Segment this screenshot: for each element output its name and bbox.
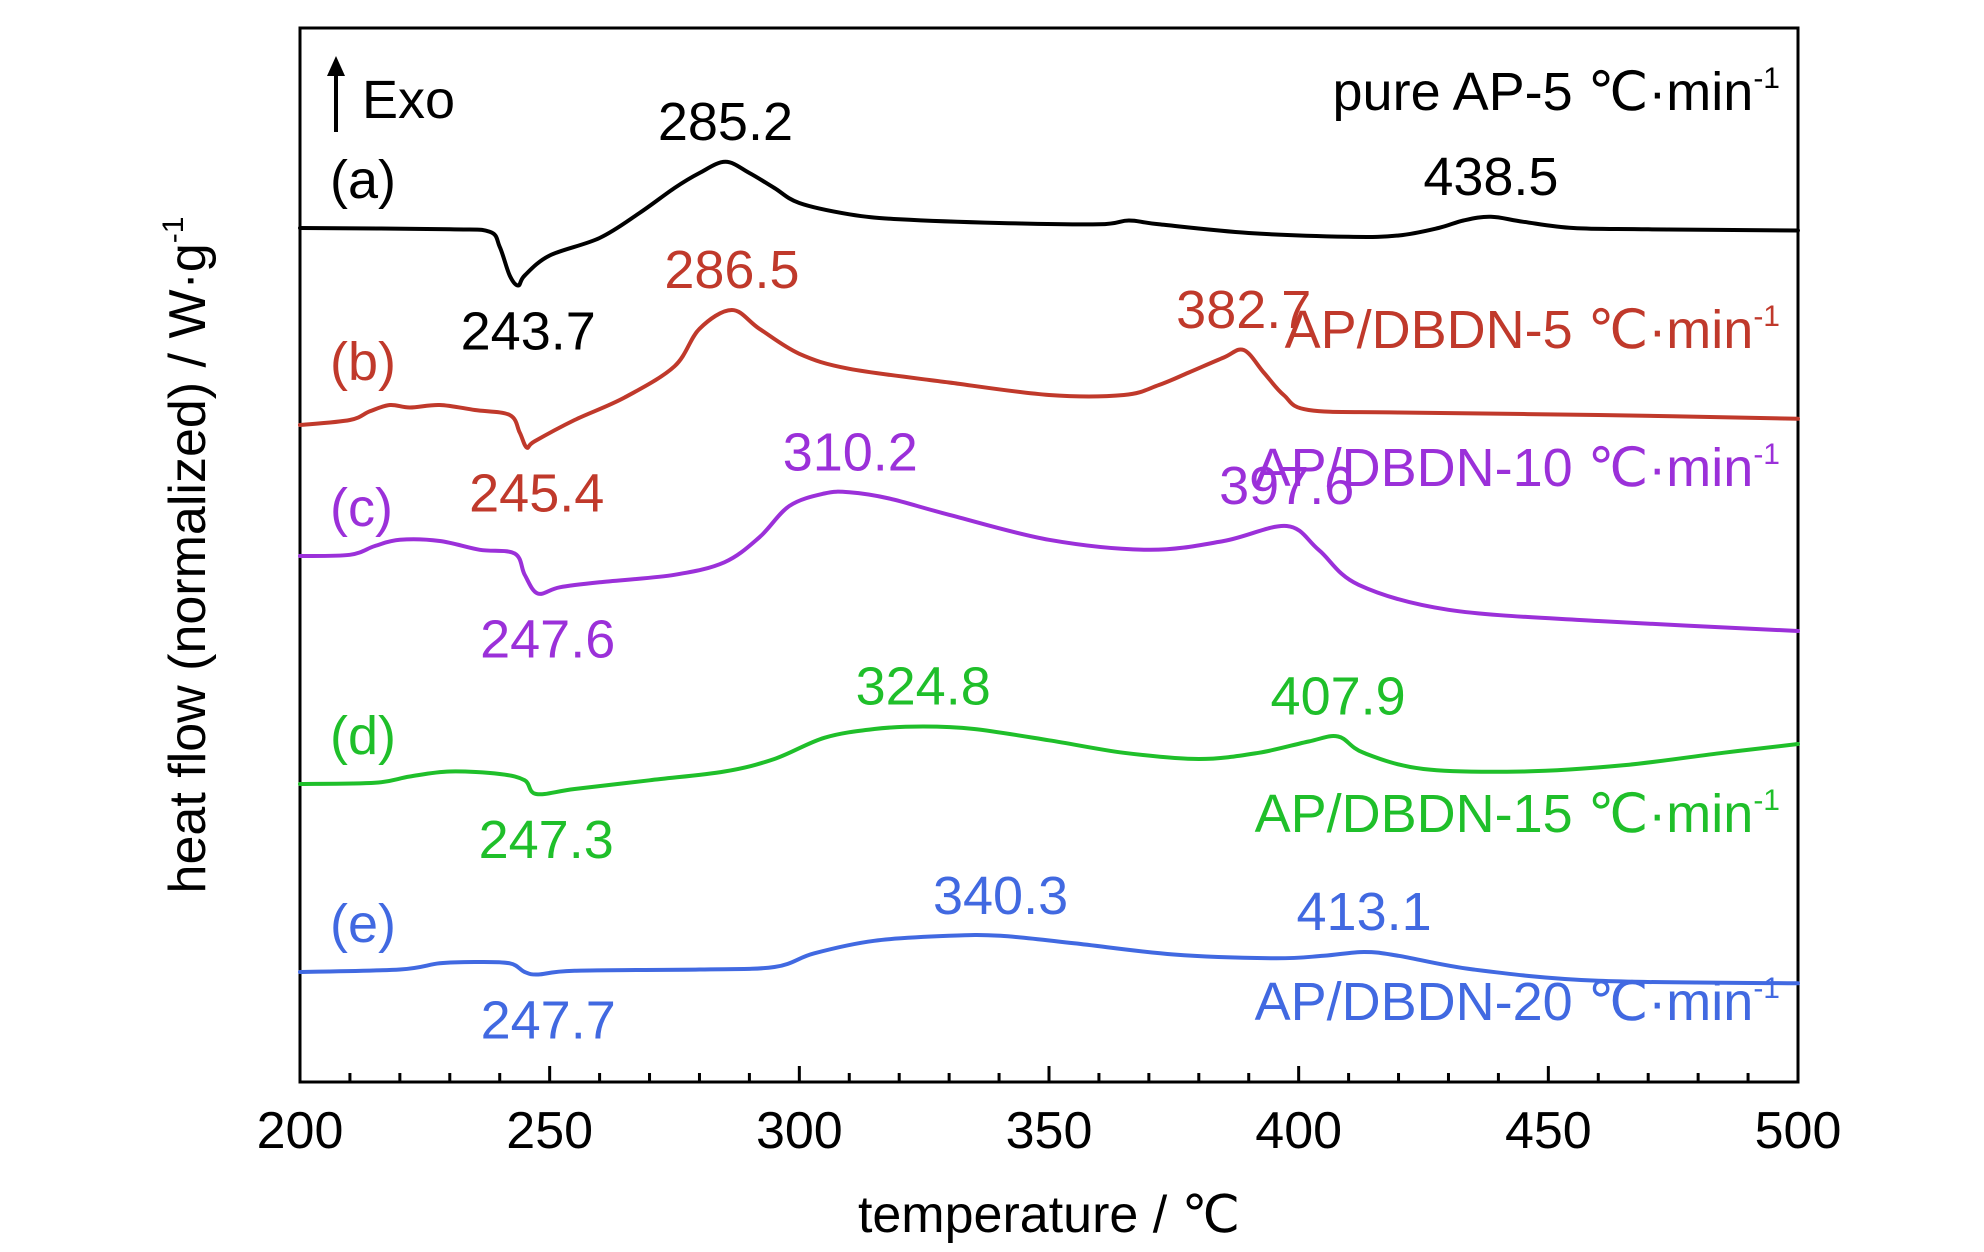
x-tick-label: 350 [1006,1102,1093,1160]
x-tick-label: 200 [257,1102,344,1160]
series-name-label: AP/DBDN-10 ℃·min-1 [1255,438,1780,498]
peak-label: 382.7 [1176,280,1311,340]
series-layer [298,159,1800,986]
peak-label: 286.5 [664,240,799,300]
x-axis-ticks [298,1066,1800,1082]
y-axis-title-sup: -1 [157,217,190,244]
annotation-layer: (a)pure AP-5 ℃·min-1243.7285.2438.5(b)AP… [330,62,1780,1051]
exo-indicator: Exo [327,56,455,132]
series-name-sup: -1 [1753,62,1780,95]
x-tick-label: 300 [756,1102,843,1160]
series-letter-label: (d) [330,706,396,766]
peak-label: 324.8 [856,657,991,717]
peak-label: 438.5 [1423,147,1558,207]
series-letter-label: (c) [330,478,393,538]
exo-arrow-icon [327,56,345,76]
y-axis-title-main: heat flow (normalized) / W·g [159,243,217,893]
x-tick-label: 250 [506,1102,593,1160]
peak-label: 243.7 [461,302,596,362]
peak-label: 245.4 [469,464,604,524]
peak-label: 247.3 [479,810,614,870]
series-name-sup: -1 [1753,784,1780,817]
peak-label: 413.1 [1297,882,1432,942]
series-name-label: AP/DBDN-20 ℃·min-1 [1255,972,1780,1032]
series-line-4 [298,724,1800,797]
exo-label: Exo [362,70,455,130]
x-tick-label: 400 [1255,1102,1342,1160]
series-name-label: pure AP-5 ℃·min-1 [1333,62,1780,122]
peak-label: 247.7 [481,991,616,1051]
peak-label: 285.2 [658,92,793,152]
x-axis-title: temperature / ℃ [858,1186,1240,1244]
series-name-label: AP/DBDN-15 ℃·min-1 [1255,784,1780,844]
series-name-main: AP/DBDN-5 ℃·min [1285,300,1754,360]
y-axis-title: heat flow (normalized) / W·g-1 [157,217,217,894]
series-line-1 [298,159,1800,288]
series-name-label: AP/DBDN-5 ℃·min-1 [1285,300,1780,360]
x-tick-label: 450 [1505,1102,1592,1160]
series-line-3 [298,489,1800,633]
peak-label: 397.6 [1219,456,1354,516]
peak-label: 407.9 [1271,667,1406,727]
series-name-sup: -1 [1753,300,1780,333]
series-name-main: pure AP-5 ℃·min [1333,62,1754,122]
series-name-main: AP/DBDN-20 ℃·min [1255,972,1754,1032]
series-line-5 [298,932,1800,986]
series-letter-label: (e) [330,894,396,954]
series-name-main: AP/DBDN-10 ℃·min [1255,438,1754,498]
series-name-sup: -1 [1753,438,1780,471]
series-name-sup: -1 [1753,972,1780,1005]
peak-label: 247.6 [480,610,615,670]
peak-label: 310.2 [783,422,918,482]
series-letter-label: (b) [330,332,396,392]
series-name-main: AP/DBDN-15 ℃·min [1255,784,1754,844]
peak-label: 340.3 [933,866,1068,926]
series-line-2 [298,308,1800,450]
x-tick-label: 500 [1755,1102,1842,1160]
series-letter-label: (a) [330,150,396,210]
x-axis-tick-labels: 200 250 300 350 400 450 500 [257,1102,1842,1160]
